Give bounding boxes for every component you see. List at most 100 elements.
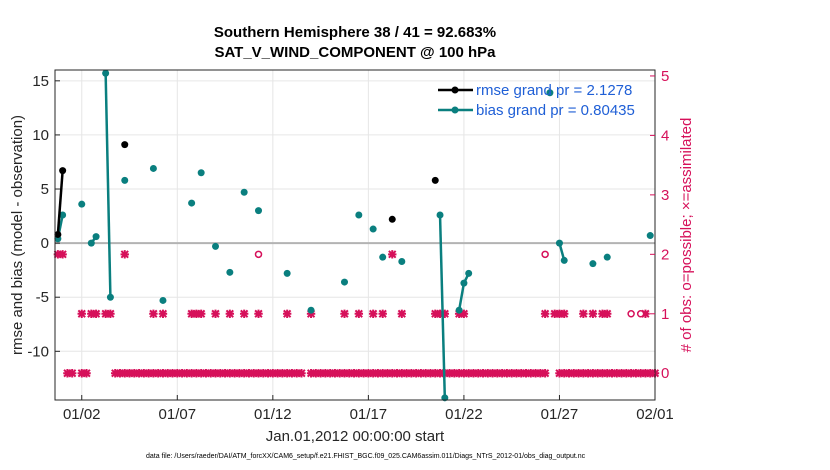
obs-assimilated-marker (268, 369, 278, 378)
obs-assimilated-cross (173, 369, 182, 378)
x-tick-label: 01/17 (350, 406, 388, 423)
obs-assimilated-marker (411, 369, 421, 378)
obs-assimilated-marker (598, 309, 607, 318)
obs-assimilated-marker (297, 369, 306, 378)
obs-assimilated-marker (431, 309, 440, 318)
obs-assimilated-cross (53, 250, 63, 259)
obs-assimilated-marker (626, 369, 636, 378)
y-tick-label: 5 (41, 181, 49, 198)
obs-assimilated-marker (497, 369, 507, 378)
y-tick-label: -10 (27, 343, 49, 360)
bias-point (546, 89, 554, 97)
obs-assimilated-cross (268, 369, 278, 378)
obs-assimilated-marker (292, 369, 301, 378)
obs-assimilated-marker (435, 369, 445, 378)
obs-assimilated-marker (378, 369, 387, 378)
obs-assimilated-marker (636, 369, 645, 378)
bias-point (369, 225, 377, 233)
obs-assimilated-cross (536, 369, 545, 378)
obs-assimilated-cross (259, 369, 268, 378)
obs-assimilated-marker (239, 309, 249, 318)
obs-assimilated-cross (216, 369, 225, 378)
obs-assimilated-marker (593, 369, 602, 378)
obs-assimilated-marker (603, 309, 612, 318)
obs-assimilated-marker (149, 309, 158, 318)
obs-possible-marker (627, 310, 635, 318)
obs-assimilated-cross (325, 369, 335, 378)
obs-assimilated-cross (306, 369, 316, 378)
x-tick-label: 02/01 (636, 406, 674, 423)
obs-assimilated-cross (612, 369, 621, 378)
obs-assimilated-cross (354, 369, 364, 378)
obs-assimilated-cross (641, 369, 650, 378)
obs-assimilated-cross (450, 369, 459, 378)
obs-assimilated-cross (153, 369, 163, 378)
obs-assimilated-cross (354, 309, 364, 318)
obs-assimilated-marker (225, 369, 235, 378)
obs-assimilated-marker (469, 369, 478, 378)
obs-assimilated-cross (58, 250, 67, 259)
obs-assimilated-cross (359, 369, 368, 378)
obs-assimilated-marker (555, 309, 564, 318)
obs-assimilated-marker (287, 369, 297, 378)
obs-assimilated-marker (354, 309, 364, 318)
bias-point (355, 211, 363, 219)
obs-assimilated-cross (512, 369, 521, 378)
obs-assimilated-marker (263, 369, 273, 378)
obs-assimilated-cross (550, 309, 559, 318)
obs-assimilated-marker (254, 369, 263, 378)
obs-assimilated-cross (82, 369, 91, 378)
obs-assimilated-marker (416, 369, 426, 378)
obs-assimilated-marker (560, 309, 569, 318)
obs-assimilated-marker (388, 369, 397, 378)
obs-assimilated-marker (125, 369, 134, 378)
obs-assimilated-marker (588, 369, 598, 378)
obs-assimilated-marker (540, 369, 550, 378)
obs-assimilated-marker (254, 309, 263, 318)
obs-assimilated-marker (388, 250, 397, 259)
obs-assimilated-cross (431, 309, 440, 318)
obs-assimilated-marker (220, 369, 230, 378)
obs-assimilated-cross (603, 309, 612, 318)
obs-assimilated-cross (588, 369, 598, 378)
obs-assimilated-marker (311, 369, 321, 378)
obs-assimilated-cross (564, 369, 574, 378)
obs-assimilated-marker (67, 369, 77, 378)
obs-assimilated-marker (459, 309, 469, 318)
obs-assimilated-cross (87, 309, 96, 318)
obs-assimilated-marker (77, 309, 86, 318)
legend-bias-label: bias grand pr = 0.80435 (476, 102, 635, 119)
obs-assimilated-marker (445, 369, 454, 378)
obs-assimilated-cross (392, 369, 402, 378)
data-file-footnote: data file: /Users/raeder/DAI/ATM_forcXX/… (146, 453, 586, 460)
rmse-point (54, 230, 62, 238)
obs-assimilated-marker (354, 369, 364, 378)
chart-title: Southern Hemisphere 38 / 41 = 92.683% (214, 24, 496, 41)
y-tick-label: 0 (41, 235, 49, 252)
bias-point (149, 164, 157, 172)
obs-assimilated-marker (139, 369, 149, 378)
x-tick-label: 01/02 (63, 406, 101, 423)
obs-assimilated-marker (201, 369, 211, 378)
obs-assimilated-cross (254, 369, 263, 378)
obs-assimilated-marker (431, 369, 440, 378)
obs-assimilated-marker (53, 250, 63, 259)
obs-assimilated-cross (182, 369, 192, 378)
obs-assimilated-marker (378, 309, 387, 318)
obs-assimilated-marker (588, 309, 598, 318)
bias-point (159, 296, 167, 304)
bias-point (59, 211, 67, 219)
obs-assimilated-marker (235, 369, 244, 378)
obs-assimilated-marker (402, 369, 411, 378)
bias-point (87, 239, 95, 247)
obs-assimilated-marker (364, 369, 373, 378)
obs-assimilated-cross (560, 369, 569, 378)
obs-assimilated-cross (244, 369, 254, 378)
bias-point (92, 233, 100, 241)
obs-assimilated-marker (373, 369, 383, 378)
obs-assimilated-cross (211, 369, 220, 378)
obs-assimilated-marker (507, 369, 516, 378)
obs-assimilated-cross (330, 369, 340, 378)
obs-assimilated-cross (574, 369, 583, 378)
obs-assimilated-cross (263, 369, 273, 378)
